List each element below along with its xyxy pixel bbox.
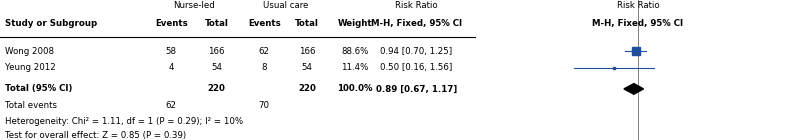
Text: 0.94 [0.70, 1.25]: 0.94 [0.70, 1.25] — [381, 47, 453, 56]
Text: 0.89 [0.67, 1.17]: 0.89 [0.67, 1.17] — [376, 84, 457, 93]
Text: Nurse-led: Nurse-led — [173, 1, 215, 10]
Text: Heterogeneity: Chi² = 1.11, df = 1 (P = 0.29); I² = 10%: Heterogeneity: Chi² = 1.11, df = 1 (P = … — [5, 117, 243, 126]
Text: Study or Subgroup: Study or Subgroup — [5, 19, 97, 28]
Text: 58: 58 — [166, 47, 177, 56]
Text: Total (95% CI): Total (95% CI) — [5, 84, 72, 93]
Text: Yeung 2012: Yeung 2012 — [5, 63, 55, 72]
Text: 220: 220 — [298, 84, 316, 93]
Text: 8: 8 — [262, 63, 267, 72]
Text: Wong 2008: Wong 2008 — [5, 47, 54, 56]
Text: Total events: Total events — [5, 101, 57, 110]
Text: Risk Ratio: Risk Ratio — [395, 1, 438, 10]
Text: 54: 54 — [211, 63, 222, 72]
Text: M-H, Fixed, 95% CI: M-H, Fixed, 95% CI — [593, 19, 683, 28]
Text: M-H, Fixed, 95% CI: M-H, Fixed, 95% CI — [371, 19, 462, 28]
Polygon shape — [624, 84, 643, 94]
Text: Events: Events — [155, 19, 188, 28]
Text: 54: 54 — [302, 63, 313, 72]
Text: 166: 166 — [298, 47, 315, 56]
Text: 62: 62 — [258, 47, 270, 56]
Text: 11.4%: 11.4% — [341, 63, 368, 72]
Text: 100.0%: 100.0% — [337, 84, 372, 93]
Text: Usual care: Usual care — [263, 1, 308, 10]
Text: 88.6%: 88.6% — [341, 47, 368, 56]
Text: Test for overall effect: Z = 0.85 (P = 0.39): Test for overall effect: Z = 0.85 (P = 0… — [5, 131, 186, 140]
Text: Weight: Weight — [338, 19, 372, 28]
Text: Risk Ratio: Risk Ratio — [617, 1, 659, 10]
Text: Total: Total — [205, 19, 229, 28]
Text: 62: 62 — [166, 101, 177, 110]
Text: 70: 70 — [258, 101, 270, 110]
Text: Events: Events — [248, 19, 281, 28]
Text: Total: Total — [295, 19, 319, 28]
Text: 166: 166 — [208, 47, 225, 56]
Text: 0.50 [0.16, 1.56]: 0.50 [0.16, 1.56] — [380, 63, 453, 72]
Text: 4: 4 — [169, 63, 174, 72]
Text: 220: 220 — [208, 84, 226, 93]
